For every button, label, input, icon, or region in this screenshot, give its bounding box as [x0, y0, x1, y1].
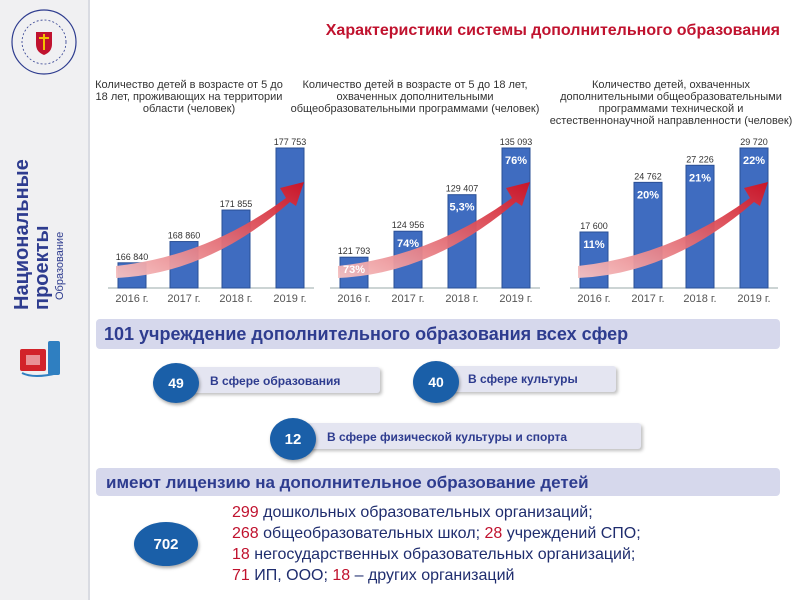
- chart-3-percent-label: 21%: [689, 172, 711, 184]
- institutions-headline: 101 учреждение дополнительного образован…: [104, 324, 629, 344]
- chart-2-percent-label: 73%: [343, 264, 365, 276]
- chart-2-tick-label: 2018 г.: [445, 293, 478, 305]
- chart-3-value-label: 27 226: [686, 154, 714, 164]
- chart-2-value-label: 135 093: [500, 137, 533, 147]
- license-line-3-num: 18: [232, 546, 250, 563]
- chart-3-percent-label: 20%: [637, 189, 659, 201]
- chart-2-bar: [501, 147, 531, 289]
- page-title: Характеристики системы дополнительного о…: [325, 22, 780, 39]
- chart-3-value-label: 24 762: [634, 171, 662, 181]
- license-headline: имеют лицензию на дополнительное образов…: [106, 473, 589, 492]
- chart-2-growth-arrow: [338, 182, 530, 278]
- license-line-3-text: негосударственных образовательных органи…: [249, 546, 636, 563]
- pill-education: [178, 367, 380, 393]
- institutions-banner: [96, 319, 780, 349]
- national-projects-logo: [20, 341, 60, 377]
- license-banner: [96, 468, 780, 496]
- license-line-1-num: 299: [232, 504, 259, 521]
- chart-3-value-label: 29 720: [740, 137, 768, 147]
- chart-2-percent-label: 74%: [397, 238, 419, 250]
- pill-education-label: В сфере образования: [210, 374, 341, 388]
- chart-3-percent-label: 22%: [743, 155, 765, 167]
- chart-1-value-label: 171 855: [220, 199, 253, 209]
- license-line-1: 299 дошкольных образовательных организац…: [232, 503, 593, 523]
- chart-1-bar: [275, 147, 305, 289]
- chart-2-value-label: 129 407: [446, 184, 479, 194]
- license-line-2-num2: 28: [484, 525, 503, 542]
- license-line-4: 71 ИП, ООО; 18 – других организаций: [232, 566, 514, 586]
- chart-3-bar: [633, 181, 663, 289]
- chart-3-tick-label: 2019 г.: [737, 293, 770, 305]
- license-line-2-text1: общеобразовательных школ;: [258, 525, 485, 542]
- chart-2-percent-label: 5,3%: [449, 202, 474, 214]
- chart-3-tick-label: 2018 г.: [683, 293, 716, 305]
- chart-1-tick-label: 2016 г.: [115, 293, 148, 305]
- chart-title-1: Количество детей в возрасте от 5 до 18 л…: [95, 79, 283, 115]
- chart-2-tick-label: 2019 г.: [499, 293, 532, 305]
- chart-3-tick-label: 2016 г.: [577, 293, 610, 305]
- license-line-1-text: дошкольных образовательных организаций;: [258, 504, 593, 521]
- charts-area: 166 840 2016 г. 168 860 2017 г. 171 855 2018 …: [108, 137, 778, 305]
- chart-3-percent-label: 11%: [583, 239, 605, 251]
- chart-3-value-label: 17 600: [580, 221, 608, 231]
- license-total-circle: 702: [134, 522, 198, 566]
- chart-2-percent-label: 76%: [505, 155, 527, 167]
- chart-1-value-label: 166 840: [116, 252, 149, 262]
- license-line-3: 18 негосударственных образовательных орг…: [232, 545, 635, 565]
- count-sport-circle: 12: [270, 418, 316, 460]
- chart-1-tick-label: 2019 г.: [273, 293, 306, 305]
- chart-1-value-label: 168 860: [168, 231, 201, 241]
- license-line-2-num1: 268: [232, 525, 259, 542]
- pill-culture: [440, 366, 616, 392]
- chart-1-tick-label: 2018 г.: [219, 293, 252, 305]
- chart-1-value-label: 177 753: [274, 137, 307, 147]
- national-projects-subtitle: Образование: [54, 231, 66, 300]
- sidebar: [0, 0, 88, 600]
- chart-2-value-label: 124 956: [392, 220, 425, 230]
- sidebar-divider: [88, 0, 90, 600]
- chart-2-value-label: 121 793: [338, 246, 371, 256]
- pill-sport: [296, 423, 641, 449]
- license-line-4-num2: 18: [332, 567, 351, 584]
- chart-title-2: Количество детей в возрасте от 5 до 18 л…: [290, 79, 540, 115]
- chart-2-tick-label: 2017 г.: [391, 293, 424, 305]
- license-line-2-text2: учреждений СПО;: [502, 525, 641, 542]
- chart-1-growth-arrow: [116, 182, 304, 278]
- chart-2-tick-label: 2016 г.: [337, 293, 370, 305]
- license-line-2: 268 общеобразовательных школ; 28 учрежде…: [232, 524, 641, 544]
- pill-culture-label: В сфере культуры: [468, 372, 578, 386]
- pill-sport-label: В сфере физической культуры и спорта: [327, 430, 568, 444]
- chart-1-tick-label: 2017 г.: [167, 293, 200, 305]
- chart-3-bar: [579, 231, 609, 289]
- license-line-4-text1: ИП, ООО;: [249, 567, 333, 584]
- national-projects-title: Национальные проекты: [11, 159, 53, 310]
- region-emblem-logo: [11, 9, 77, 75]
- license-line-4-text2: – других организаций: [350, 567, 515, 584]
- chart-3-bar: [739, 147, 769, 289]
- license-line-4-num1: 71: [232, 567, 250, 584]
- count-education-circle: 49: [153, 363, 199, 403]
- chart-3-tick-label: 2017 г.: [631, 293, 664, 305]
- count-culture-circle: 40: [413, 361, 459, 403]
- chart-title-3: Количество детей, охваченных дополнитель…: [549, 79, 793, 127]
- chart-3-growth-arrow: [578, 182, 768, 278]
- chart-1-bar: [221, 209, 251, 289]
